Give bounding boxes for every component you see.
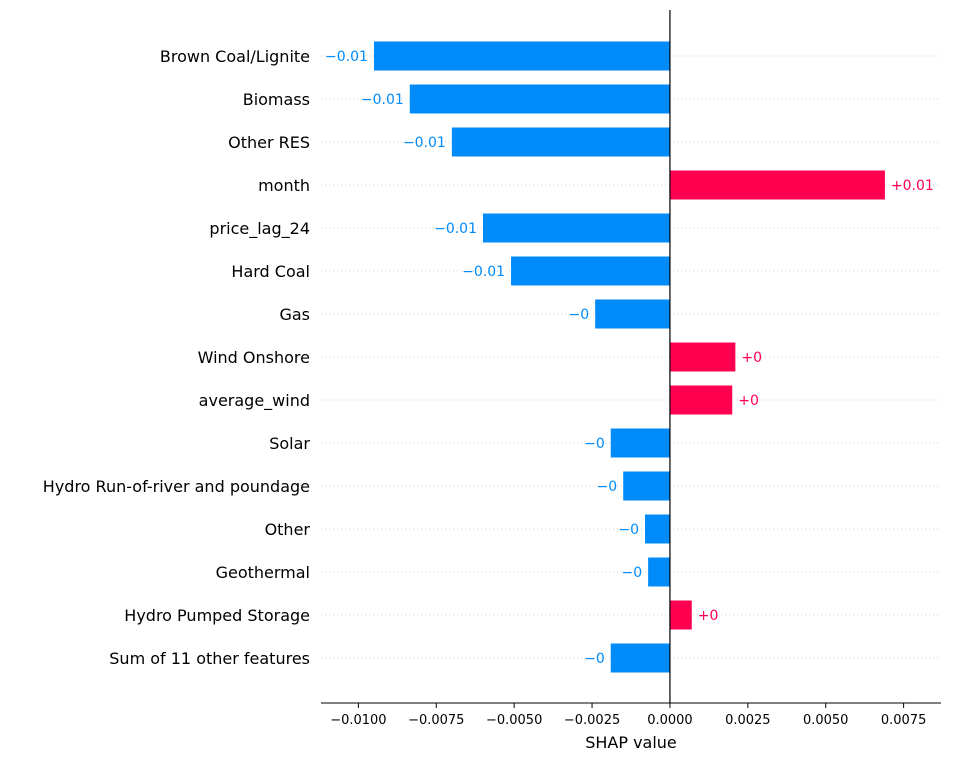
feature-label: Solar	[269, 434, 310, 453]
x-tick-label: −0.0050	[486, 713, 542, 728]
bar	[595, 299, 670, 329]
bar	[483, 213, 670, 243]
value-label: −0.01	[361, 92, 404, 108]
value-label: −0.01	[462, 264, 505, 280]
feature-label: Gas	[279, 305, 310, 324]
x-tick-label: 0.0000	[647, 713, 693, 728]
value-label: −0	[569, 307, 590, 323]
value-label: +0	[738, 393, 759, 409]
bar	[610, 428, 670, 458]
feature-label: price_lag_24	[209, 219, 310, 239]
x-tick-label: −0.0075	[408, 713, 464, 728]
bar	[409, 84, 670, 114]
x-tick-label: 0.0050	[803, 713, 849, 728]
feature-labels: Brown Coal/Lignite Biomass Other RES month p…	[43, 47, 311, 668]
x-tick-label: −0.0100	[330, 713, 386, 728]
feature-label: average_wind	[199, 391, 310, 411]
bar	[511, 256, 670, 286]
x-tick-label: 0.0075	[881, 713, 927, 728]
feature-label: Sum of 11 other features	[109, 649, 310, 668]
feature-label: Hard Coal	[231, 262, 310, 281]
value-label: −0	[584, 651, 605, 667]
feature-label: Wind Onshore	[198, 348, 310, 367]
x-tick-label: 0.0025	[725, 713, 771, 728]
value-label: −0	[618, 522, 639, 538]
x-axis-title: SHAP value	[585, 733, 677, 752]
x-axis: −0.0100 −0.0075 −0.0050 −0.0025 0.0000 0.0025…	[321, 702, 941, 728]
value-label: −0.01	[403, 135, 446, 151]
value-label: −0.01	[434, 221, 477, 237]
feature-label: Hydro Run-of-river and poundage	[43, 477, 310, 496]
feature-label: month	[258, 176, 310, 195]
bar	[669, 600, 692, 630]
feature-label: Hydro Pumped Storage	[124, 606, 310, 625]
bar	[610, 643, 670, 673]
bars	[373, 41, 885, 673]
value-label: −0	[584, 436, 605, 452]
feature-label: Brown Coal/Lignite	[160, 47, 310, 66]
value-label: +0	[698, 608, 719, 624]
bar	[373, 41, 670, 71]
bar	[451, 127, 670, 157]
value-label: −0	[597, 479, 618, 495]
x-tick-label: −0.0025	[564, 713, 620, 728]
value-label: +0.01	[891, 178, 934, 194]
bar	[669, 170, 885, 200]
value-label: −0.01	[325, 49, 368, 65]
feature-label: Biomass	[243, 90, 310, 109]
bar	[669, 385, 733, 415]
bar	[648, 557, 670, 587]
feature-label: Geothermal	[216, 563, 310, 582]
value-label: +0	[741, 350, 762, 366]
bar	[623, 471, 670, 501]
bar	[645, 514, 670, 544]
bar	[669, 342, 736, 372]
value-labels: −0.01 −0.01 −0.01 +0.01 −0.01 −0.01 −0 +0 +0 −0 −0…	[325, 49, 934, 667]
value-label: −0	[621, 565, 642, 581]
feature-label: Other	[265, 520, 311, 539]
feature-label: Other RES	[228, 133, 310, 152]
